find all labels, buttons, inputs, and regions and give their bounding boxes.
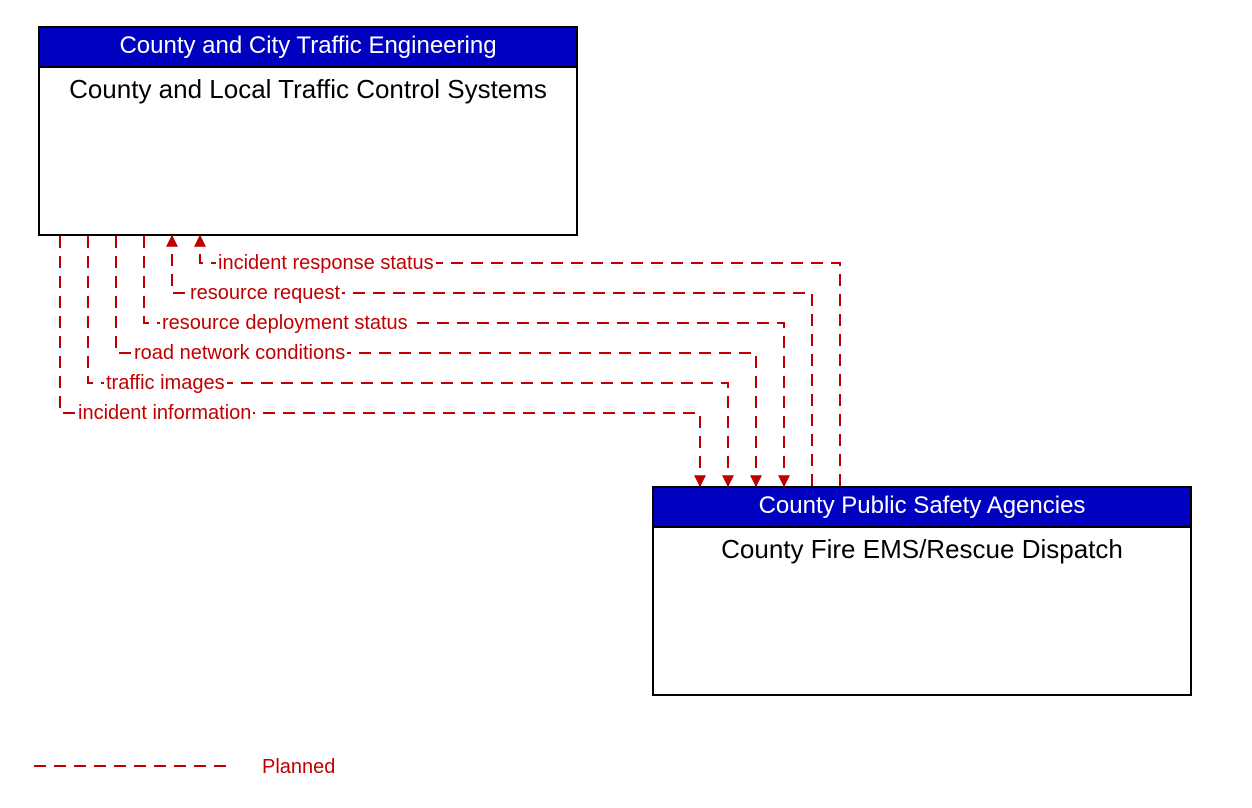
entity-body-fire-ems-dispatch: County Fire EMS/Rescue Dispatch: [654, 528, 1190, 571]
entity-header-public-safety: County Public Safety Agencies: [654, 488, 1190, 528]
flow-label-resource-deployment-status: resource deployment status: [160, 312, 410, 334]
entity-box-traffic-control: County and City Traffic Engineering Coun…: [38, 26, 578, 236]
flow-label-incident-information: incident information: [76, 402, 253, 424]
flow-label-resource-request: resource request: [188, 282, 342, 304]
entity-header-traffic-engineering: County and City Traffic Engineering: [40, 28, 576, 68]
flow-label-traffic-images: traffic images: [104, 372, 227, 394]
flow-label-road-network-conditions: road network conditions: [132, 342, 347, 364]
legend-label-planned: Planned: [262, 756, 335, 779]
flow-label-incident-response-status: incident response status: [216, 252, 436, 274]
entity-box-fire-ems-dispatch: County Public Safety Agencies County Fir…: [652, 486, 1192, 696]
entity-body-traffic-control: County and Local Traffic Control Systems: [40, 68, 576, 111]
